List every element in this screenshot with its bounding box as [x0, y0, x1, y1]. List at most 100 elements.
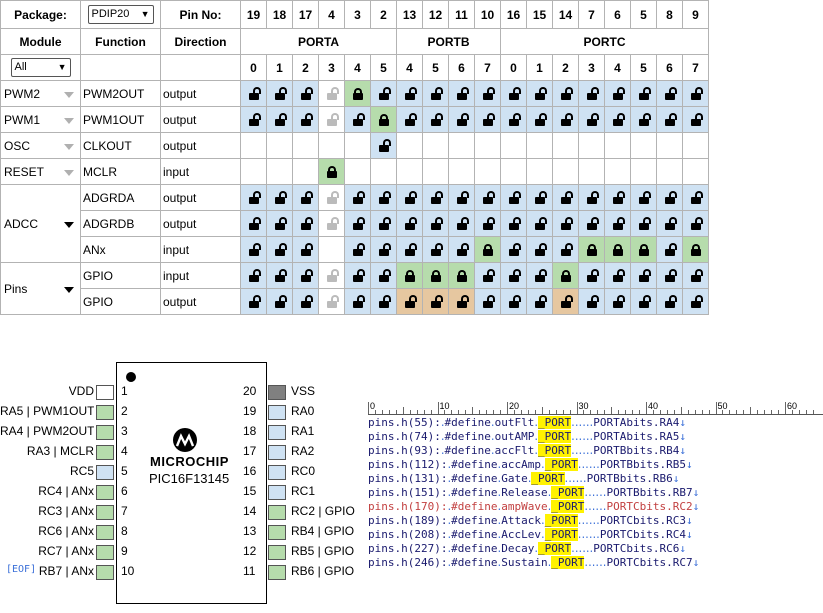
- pin-assignment-cell[interactable]: [370, 106, 397, 133]
- pin-assignment-cell[interactable]: [240, 236, 267, 263]
- pin-assignment-cell[interactable]: [682, 184, 709, 211]
- pin-assignment-cell[interactable]: [370, 184, 397, 211]
- pin-assignment-cell[interactable]: [630, 210, 657, 237]
- pin-assignment-cell[interactable]: [422, 236, 449, 263]
- expand-toggle-icon[interactable]: [64, 91, 74, 98]
- pin-indicator[interactable]: [268, 525, 286, 540]
- pin-assignment-cell[interactable]: [422, 80, 449, 107]
- pin-assignment-cell[interactable]: [500, 236, 527, 263]
- pin-assignment-cell[interactable]: [422, 106, 449, 133]
- pin-indicator[interactable]: [268, 425, 286, 440]
- pin-assignment-cell[interactable]: [604, 184, 631, 211]
- pin-assignment-cell[interactable]: [448, 262, 475, 289]
- pin-indicator[interactable]: [268, 385, 286, 400]
- pin-assignment-cell[interactable]: [526, 236, 553, 263]
- pin-assignment-cell[interactable]: [474, 262, 501, 289]
- pin-assignment-cell[interactable]: [630, 184, 657, 211]
- pin-assignment-cell[interactable]: [266, 288, 293, 315]
- pin-assignment-cell[interactable]: [604, 80, 631, 107]
- pin-assignment-cell[interactable]: [344, 288, 371, 315]
- pin-assignment-cell[interactable]: [344, 210, 371, 237]
- pin-indicator[interactable]: [96, 505, 114, 520]
- pin-assignment-cell[interactable]: [240, 106, 267, 133]
- pin-assignment-cell[interactable]: [240, 288, 267, 315]
- pin-assignment-cell[interactable]: [500, 210, 527, 237]
- pin-assignment-cell[interactable]: [526, 288, 553, 315]
- pin-assignment-cell[interactable]: [318, 80, 345, 107]
- pin-assignment-cell[interactable]: [578, 288, 605, 315]
- pin-assignment-cell[interactable]: [370, 236, 397, 263]
- code-line[interactable]: pins.h(189):․#define․Attack․_PORT․․․․․․P…: [368, 514, 693, 528]
- pin-indicator[interactable]: [268, 545, 286, 560]
- pin-assignment-cell[interactable]: [630, 80, 657, 107]
- pin-assignment-cell[interactable]: [656, 106, 683, 133]
- pin-assignment-cell[interactable]: [448, 80, 475, 107]
- pin-indicator[interactable]: [96, 525, 114, 540]
- pin-assignment-cell[interactable]: [422, 262, 449, 289]
- pin-assignment-cell[interactable]: [682, 80, 709, 107]
- code-line[interactable]: pins.h(131):․#define․Gate․_PORT․․․․․․POR…: [368, 472, 679, 486]
- pin-assignment-cell[interactable]: [396, 80, 423, 107]
- pin-assignment-cell[interactable]: [396, 236, 423, 263]
- pin-assignment-cell[interactable]: [552, 288, 579, 315]
- pin-indicator[interactable]: [96, 385, 114, 400]
- pin-assignment-cell[interactable]: [396, 184, 423, 211]
- pin-assignment-cell[interactable]: [630, 262, 657, 289]
- pin-assignment-cell[interactable]: [448, 184, 475, 211]
- pin-indicator[interactable]: [268, 465, 286, 480]
- pin-indicator[interactable]: [268, 405, 286, 420]
- pin-assignment-cell[interactable]: [344, 80, 371, 107]
- pin-assignment-cell[interactable]: [630, 106, 657, 133]
- code-line[interactable]: pins.h(227):․#define․Decay․_PORT․․․․․․PO…: [368, 542, 686, 556]
- pin-assignment-cell[interactable]: [578, 262, 605, 289]
- module-filter-cell[interactable]: All ▼: [0, 54, 81, 81]
- pin-assignment-cell[interactable]: [682, 236, 709, 263]
- pin-assignment-cell[interactable]: [656, 80, 683, 107]
- module-filter-select[interactable]: All ▼: [10, 58, 71, 77]
- pin-assignment-cell[interactable]: [552, 80, 579, 107]
- pin-assignment-cell[interactable]: [240, 210, 267, 237]
- pin-assignment-cell[interactable]: [604, 262, 631, 289]
- pin-assignment-cell[interactable]: [318, 262, 345, 289]
- module-cell[interactable]: ADCC: [0, 184, 81, 263]
- pin-assignment-cell[interactable]: [552, 236, 579, 263]
- pin-assignment-cell[interactable]: [292, 236, 319, 263]
- pin-assignment-cell[interactable]: [500, 262, 527, 289]
- pin-assignment-cell[interactable]: [240, 184, 267, 211]
- pin-assignment-cell[interactable]: [370, 80, 397, 107]
- pin-indicator[interactable]: [96, 545, 114, 560]
- pin-assignment-cell[interactable]: [266, 262, 293, 289]
- pin-assignment-cell[interactable]: [656, 184, 683, 211]
- pin-assignment-cell[interactable]: [474, 106, 501, 133]
- pin-assignment-cell[interactable]: [526, 210, 553, 237]
- code-line[interactable]: pins.h(55):․#define․outFlt․_PORT․․․․․․PO…: [368, 416, 686, 430]
- pin-assignment-cell[interactable]: [370, 132, 397, 159]
- pin-assignment-cell[interactable]: [240, 80, 267, 107]
- pin-assignment-cell[interactable]: [526, 106, 553, 133]
- pin-assignment-cell[interactable]: [292, 184, 319, 211]
- code-line[interactable]: pins.h(151):․#define․Release․_PORT․․․․․․…: [368, 486, 699, 500]
- pin-assignment-cell[interactable]: [318, 210, 345, 237]
- package-select-cell[interactable]: PDIP20 ▼: [80, 0, 161, 29]
- pin-assignment-cell[interactable]: [370, 288, 397, 315]
- pin-indicator[interactable]: [96, 405, 114, 420]
- pin-assignment-cell[interactable]: [682, 106, 709, 133]
- pin-assignment-cell[interactable]: [318, 106, 345, 133]
- pin-assignment-cell[interactable]: [292, 106, 319, 133]
- module-cell[interactable]: PWM2: [0, 80, 81, 107]
- code-line[interactable]: pins.h(74):․#define․outAMP․_PORT․․․․․․PO…: [368, 430, 686, 444]
- pin-assignment-cell[interactable]: [370, 210, 397, 237]
- pin-assignment-cell[interactable]: [578, 236, 605, 263]
- pin-assignment-cell[interactable]: [292, 288, 319, 315]
- pin-assignment-cell[interactable]: [266, 210, 293, 237]
- pin-assignment-cell[interactable]: [396, 262, 423, 289]
- expand-toggle-icon[interactable]: [64, 221, 74, 228]
- pin-assignment-cell[interactable]: [266, 80, 293, 107]
- expand-toggle-icon[interactable]: [64, 169, 74, 176]
- pin-assignment-cell[interactable]: [604, 106, 631, 133]
- pin-assignment-cell[interactable]: [396, 106, 423, 133]
- pin-indicator[interactable]: [96, 485, 114, 500]
- pin-assignment-cell[interactable]: [526, 184, 553, 211]
- code-line[interactable]: pins.h(208):․#define․AccLev․_PORT․․․․․․P…: [368, 528, 693, 542]
- pin-assignment-cell[interactable]: [630, 288, 657, 315]
